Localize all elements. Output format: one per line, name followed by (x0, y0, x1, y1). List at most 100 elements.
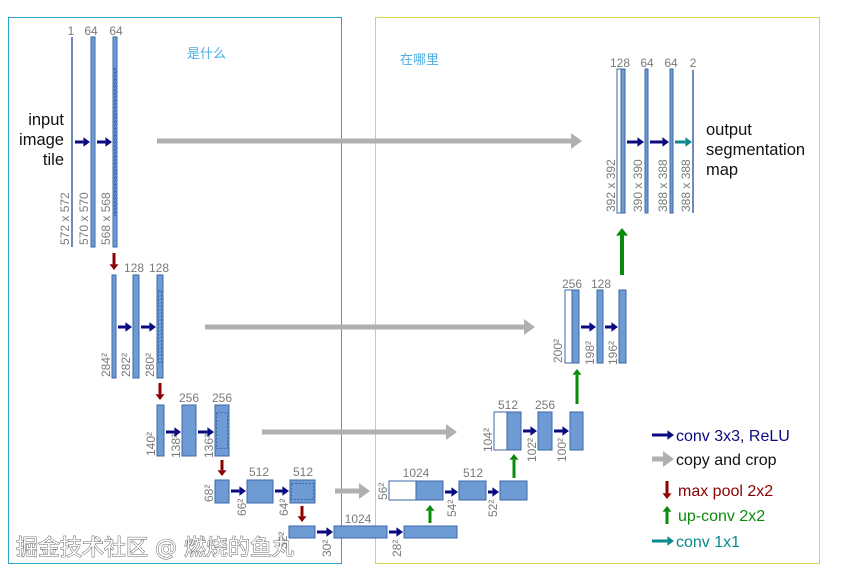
max-pool-arrow (297, 516, 307, 522)
legend-arrow-right-icon (663, 451, 674, 467)
size-label: 68² (202, 485, 216, 502)
feature-map (132, 274, 140, 379)
feature-map (620, 68, 626, 214)
legend-label-4: conv 1x1 (676, 534, 740, 551)
up-conv-arrow (572, 369, 582, 375)
feature-map (289, 479, 316, 504)
output-label-line: map (706, 161, 738, 179)
right-region-label: 在哪里 (400, 53, 439, 68)
copied-feature-map (493, 411, 508, 451)
crop-region (158, 289, 162, 364)
conv-arrow (282, 486, 289, 496)
conv-arrow (451, 487, 458, 497)
conv-1x1-arrow (685, 137, 692, 147)
copy-crop-arrow-3 (446, 424, 457, 440)
left-region-label: 是什么 (187, 47, 226, 62)
size-label: 102² (525, 438, 539, 462)
size-label: 32² (276, 532, 290, 549)
feature-map (415, 480, 444, 501)
size-label: 200² (551, 339, 565, 363)
channel-label: 256 (535, 398, 555, 412)
channel-label: 256 (562, 277, 582, 291)
feature-map (537, 411, 553, 451)
conv-arrow (530, 426, 537, 436)
channel-label: 128 (591, 277, 611, 291)
feature-map (618, 289, 627, 364)
feature-map (333, 525, 388, 539)
size-label: 66² (235, 499, 249, 516)
up-conv-arrow (509, 454, 519, 460)
conv-arrow (492, 487, 499, 497)
input-label-line: tile (43, 151, 64, 169)
size-label: 136² (202, 434, 216, 458)
conv-arrow (396, 527, 403, 537)
size-label: 572 x 572 (58, 192, 72, 245)
max-pool-arrow (109, 264, 119, 270)
channel-label: 64 (664, 56, 678, 70)
channel-label: 64 (84, 24, 98, 38)
watermark: 掘金技术社区 @ 燃烧的鱼丸 (16, 536, 294, 561)
size-label: 64² (277, 499, 291, 516)
feature-map (458, 480, 487, 501)
conv-arrow (611, 322, 618, 332)
legend-label-2: max pool 2x2 (678, 483, 773, 500)
channel-label: 512 (463, 466, 483, 480)
legend-label-1: copy and crop (676, 452, 777, 469)
conv-arrow (326, 527, 333, 537)
channel-label: 256 (212, 391, 232, 405)
output-label-line: segmentation (706, 141, 805, 159)
right-region-box (375, 17, 820, 564)
size-label: 30² (320, 540, 334, 557)
conv-arrow (239, 486, 246, 496)
feature-map (499, 480, 528, 501)
size-label: 392 x 392 (604, 159, 618, 212)
conv-arrow (589, 322, 596, 332)
channel-label: 256 (179, 391, 199, 405)
legend-arrow-right-icon (667, 430, 674, 440)
feature-map (181, 404, 197, 457)
feature-map (214, 404, 230, 457)
size-label: 570 x 570 (77, 192, 91, 245)
feature-map (644, 68, 649, 214)
copy-crop-arrow-2 (524, 319, 535, 335)
feature-map (214, 479, 230, 504)
size-label: 56² (376, 483, 390, 500)
feature-map (111, 274, 117, 379)
copy-crop-arrow-4 (359, 483, 370, 499)
output-label-line: output (706, 121, 752, 139)
size-label: 104² (481, 428, 495, 452)
size-label: 280² (143, 353, 157, 377)
feature-map (403, 525, 458, 539)
input-label-line: input (28, 111, 64, 129)
channel-label: 2 (690, 56, 697, 70)
channel-label: 64 (109, 24, 123, 38)
channel-label: 128 (124, 261, 144, 275)
feature-map (596, 289, 604, 364)
copied-feature-map (564, 289, 573, 364)
legend-arrow-up-icon (662, 506, 672, 512)
size-label: 54² (445, 500, 459, 517)
size-label: 284² (99, 353, 113, 377)
size-label: 388 x 388 (656, 159, 670, 212)
size-label: 568 x 568 (99, 192, 113, 245)
legend-label-3: up-conv 2x2 (678, 508, 765, 525)
feature-map (506, 411, 522, 451)
channel-label: 128 (610, 56, 630, 70)
conv-arrow (149, 322, 156, 332)
size-label: 388 x 388 (679, 159, 693, 212)
max-pool-arrow (217, 470, 227, 476)
size-label: 282² (119, 353, 133, 377)
input-label-line: image (19, 131, 64, 149)
feature-map (569, 411, 584, 451)
feature-map (669, 68, 674, 214)
size-label: 140² (144, 432, 158, 456)
conv-arrow (83, 137, 90, 147)
copy-crop-arrow-1 (571, 133, 582, 149)
channel-label: 128 (149, 261, 169, 275)
size-label: 28² (390, 540, 404, 557)
conv-arrow (207, 427, 214, 437)
left-region-box (8, 17, 342, 564)
channel-label: 1 (68, 24, 75, 38)
channel-label: 512 (293, 465, 313, 479)
